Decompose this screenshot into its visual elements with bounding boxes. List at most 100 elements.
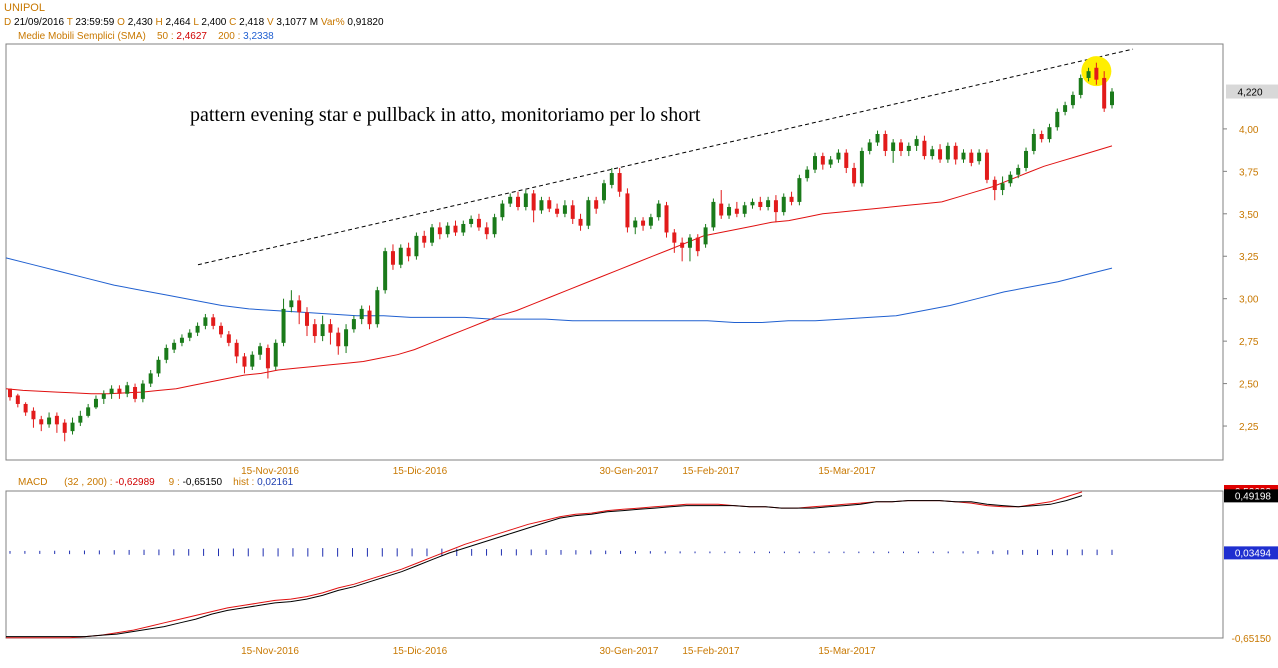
time-value: 23:59:59 (75, 17, 115, 28)
sma-legend: Medie Mobili Semplici (SMA) 50 : 2,4627 … (18, 31, 274, 43)
macd-x-tick-label: 15-Mar-2017 (818, 646, 876, 657)
candle-body (813, 156, 818, 170)
date-value: 21/09/2016 (14, 17, 65, 28)
candle-body (648, 217, 653, 226)
candle-body (828, 159, 833, 165)
candle-body (250, 354, 255, 367)
macd-x-tick-label: 15-Feb-2017 (682, 646, 740, 657)
candle-body (375, 290, 380, 325)
candle-body (414, 235, 419, 257)
y-tick-label: 4,00 (1239, 125, 1259, 136)
macd-panel-frame (5, 490, 1224, 639)
candle-body (62, 422, 67, 433)
sma50-label: 50 : (156, 31, 174, 42)
macd-value-tag (1224, 546, 1278, 560)
candle-body (867, 142, 872, 151)
candle-body (859, 150, 864, 184)
low-value: 2,400 (201, 17, 227, 28)
candle-body (875, 133, 880, 143)
macd-x-tick-label: 30-Gen-2017 (600, 646, 659, 657)
close-key: C (229, 17, 237, 28)
candle-body (312, 324, 317, 337)
candle-body (15, 395, 20, 404)
candle-body (820, 156, 825, 165)
candle-body (31, 410, 36, 420)
candle-body (304, 312, 309, 326)
candle-body (367, 310, 372, 325)
candle-body (125, 385, 130, 394)
candle-body (484, 227, 489, 235)
candle-body (945, 145, 950, 160)
candle-body (891, 142, 896, 151)
candle-body (805, 169, 810, 179)
candle-body (273, 342, 278, 367)
candle-body (86, 407, 91, 416)
candle-body (336, 332, 341, 347)
macd-tag-label: 0,49198 (1235, 491, 1272, 502)
candle-body (687, 237, 692, 248)
candle-body (8, 388, 12, 398)
candle-body (1047, 127, 1052, 140)
candle-body (172, 342, 177, 350)
candle-body (492, 217, 497, 235)
candle-body (953, 145, 958, 160)
signal-value: -0,65150 (182, 477, 223, 488)
candle-body (406, 247, 411, 257)
trend-line (197, 48, 1134, 266)
candle-body (461, 223, 466, 233)
candle-body (1094, 67, 1099, 80)
high-value: 2,464 (165, 17, 191, 28)
candle-body (594, 200, 599, 209)
candle-body (140, 383, 145, 399)
candle-body (359, 308, 364, 320)
sma200-line (5, 257, 1113, 323)
hist-label: hist : (233, 477, 255, 488)
candle-body (906, 145, 911, 151)
y-tick-label: 2,50 (1239, 380, 1259, 391)
candle-body (523, 193, 528, 208)
y-tick-label: 3,75 (1239, 167, 1259, 178)
candle-body (1055, 111, 1060, 128)
candle-body (719, 203, 724, 216)
candle-body (289, 300, 294, 308)
candle-body (195, 325, 200, 333)
candle-body (1110, 91, 1114, 106)
candle-body (164, 347, 169, 360)
hist-value: 0,02161 (257, 477, 294, 488)
candle-body (281, 308, 286, 343)
candle-body (555, 208, 560, 214)
candle-body (539, 200, 544, 211)
candle-body (469, 218, 474, 224)
candle-body (430, 227, 435, 243)
candle-body (617, 173, 622, 192)
candle-body (437, 227, 442, 235)
candle-body (453, 225, 458, 233)
candle-body (203, 317, 208, 326)
macd-x-tick-label: 15-Nov-2016 (241, 646, 299, 657)
candle-body (1078, 77, 1083, 95)
candle-body (547, 200, 552, 209)
y-tick-label: 3,25 (1239, 252, 1259, 263)
candle-body (633, 220, 638, 228)
candle-body (179, 337, 184, 343)
var-key: Var% (320, 17, 345, 28)
sma200-label: 200 : (218, 31, 241, 42)
candle-body (531, 193, 536, 211)
candle-body (156, 359, 161, 374)
candle-body (297, 300, 302, 313)
candle-body (984, 152, 989, 180)
candle-body (211, 317, 216, 326)
sma200-value: 3,2338 (243, 31, 274, 42)
candle-body (508, 196, 513, 204)
candle-body (422, 235, 427, 243)
candle-body (844, 152, 849, 168)
candle-body (133, 386, 138, 399)
candle-body (383, 251, 388, 291)
candle-body (656, 203, 661, 218)
y-tick-label: 3,00 (1239, 295, 1259, 306)
symbol-title: UNIPOL (4, 2, 45, 14)
candle-body (242, 356, 247, 367)
candle-body (1039, 133, 1044, 140)
candle-body (516, 196, 521, 208)
